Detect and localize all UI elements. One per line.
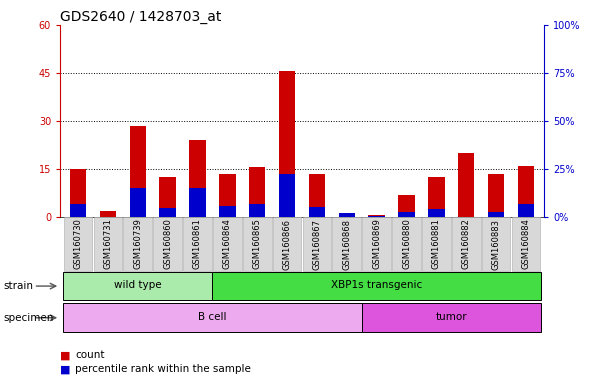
- Bar: [422, 217, 451, 271]
- Bar: [302, 217, 331, 271]
- Bar: [159, 177, 176, 217]
- Text: B cell: B cell: [198, 312, 227, 322]
- Text: XBP1s transgenic: XBP1s transgenic: [331, 280, 423, 290]
- Bar: [279, 174, 295, 217]
- Text: strain: strain: [3, 281, 33, 291]
- Bar: [368, 215, 385, 217]
- Bar: [70, 169, 86, 217]
- Bar: [243, 217, 272, 271]
- Bar: [332, 217, 361, 271]
- Bar: [273, 217, 302, 271]
- Bar: [130, 188, 146, 217]
- Bar: [338, 214, 355, 217]
- Text: GSM160869: GSM160869: [372, 218, 381, 270]
- Bar: [219, 174, 236, 217]
- Bar: [189, 188, 206, 217]
- Bar: [159, 209, 176, 217]
- Text: GSM160866: GSM160866: [282, 218, 291, 270]
- Bar: [488, 174, 504, 217]
- Bar: [309, 207, 325, 217]
- Text: GDS2640 / 1428703_at: GDS2640 / 1428703_at: [60, 10, 222, 24]
- Bar: [64, 217, 93, 271]
- Bar: [94, 217, 122, 271]
- Text: GSM160861: GSM160861: [193, 218, 202, 270]
- Text: GSM160880: GSM160880: [402, 218, 411, 270]
- Bar: [398, 195, 415, 217]
- Bar: [488, 212, 504, 217]
- Bar: [219, 207, 236, 217]
- Bar: [183, 217, 212, 271]
- Text: GSM160860: GSM160860: [163, 218, 172, 270]
- Text: percentile rank within the sample: percentile rank within the sample: [75, 364, 251, 374]
- Bar: [362, 217, 391, 271]
- Text: GSM160868: GSM160868: [343, 218, 352, 270]
- Bar: [518, 166, 534, 217]
- Bar: [249, 205, 266, 217]
- Bar: [368, 216, 385, 217]
- Bar: [100, 210, 116, 217]
- Bar: [123, 217, 152, 271]
- Bar: [518, 205, 534, 217]
- Text: GSM160883: GSM160883: [492, 218, 501, 270]
- Bar: [458, 153, 474, 217]
- Text: specimen: specimen: [3, 313, 53, 323]
- Bar: [279, 71, 295, 217]
- Bar: [249, 167, 266, 217]
- Text: GSM160865: GSM160865: [252, 218, 261, 270]
- Text: GSM160730: GSM160730: [73, 218, 82, 270]
- Bar: [130, 126, 146, 217]
- Text: GSM160881: GSM160881: [432, 218, 441, 270]
- Text: ■: ■: [60, 350, 70, 360]
- Text: count: count: [75, 350, 105, 360]
- Bar: [398, 212, 415, 217]
- Text: GSM160864: GSM160864: [223, 218, 232, 270]
- Bar: [482, 217, 510, 271]
- Text: tumor: tumor: [436, 312, 467, 322]
- Bar: [189, 140, 206, 217]
- Bar: [428, 209, 445, 217]
- Text: GSM160884: GSM160884: [522, 218, 531, 270]
- Text: ■: ■: [60, 364, 70, 374]
- Bar: [63, 303, 362, 333]
- Bar: [63, 272, 212, 300]
- Bar: [362, 303, 541, 333]
- Bar: [213, 217, 242, 271]
- Text: wild type: wild type: [114, 280, 162, 290]
- Text: GSM160731: GSM160731: [103, 218, 112, 270]
- Bar: [153, 217, 182, 271]
- Bar: [338, 213, 355, 217]
- Bar: [428, 177, 445, 217]
- Bar: [511, 217, 540, 271]
- Bar: [212, 272, 541, 300]
- Bar: [392, 217, 421, 271]
- Text: GSM160882: GSM160882: [462, 218, 471, 270]
- Bar: [309, 174, 325, 217]
- Bar: [452, 217, 481, 271]
- Text: GSM160867: GSM160867: [313, 218, 322, 270]
- Text: GSM160739: GSM160739: [133, 218, 142, 270]
- Bar: [70, 204, 86, 217]
